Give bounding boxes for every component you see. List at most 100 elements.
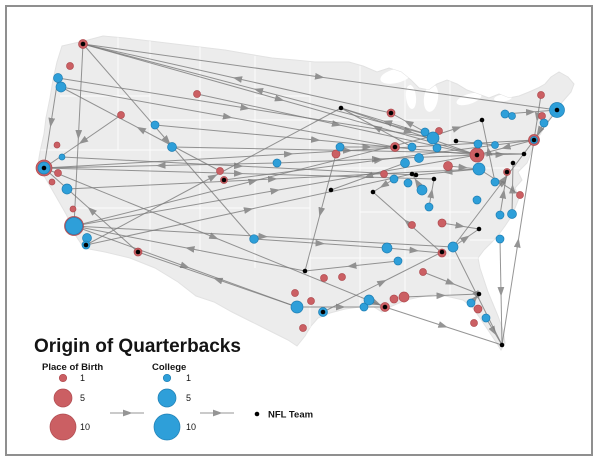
flow-arrow (403, 292, 480, 300)
flow-arrow (384, 306, 503, 346)
college-point (393, 256, 403, 266)
flow-arrow (253, 238, 388, 249)
flow-arrow (171, 146, 525, 155)
college-point (495, 210, 505, 220)
flow-arrow (322, 251, 443, 313)
nfl-team-point (409, 171, 415, 177)
college-point (407, 142, 417, 152)
college-point (539, 118, 549, 128)
college-point (403, 178, 413, 188)
birth-point (331, 149, 341, 159)
legend-size-circle (157, 388, 177, 408)
flow-arrow (276, 154, 478, 164)
flow-arrow (422, 271, 480, 295)
flow-arrow (304, 153, 337, 272)
nfl-team-point (521, 151, 527, 157)
birth-point (389, 294, 399, 304)
birth-point (338, 273, 346, 281)
college-point (53, 73, 63, 83)
flow-arrow (82, 43, 434, 137)
birth-point (54, 169, 62, 177)
birth-point (307, 297, 315, 305)
legend-size-circle (162, 373, 172, 383)
birth-point (537, 91, 545, 99)
college-point (400, 158, 410, 168)
flow-arrow (330, 162, 406, 191)
college-point (65, 217, 83, 235)
flow-arrow (73, 225, 306, 272)
college-point (508, 112, 516, 120)
nfl-team-point (431, 176, 437, 182)
flow-arrow (497, 238, 505, 346)
legend-size-label: 10 (80, 422, 90, 432)
birth-point (48, 178, 56, 186)
college-point (58, 153, 66, 161)
college-point (150, 120, 160, 130)
nfl-team-point (80, 41, 86, 47)
birth-point (470, 319, 478, 327)
flow-arrow (501, 139, 535, 346)
legend-size-label: 1 (80, 373, 85, 383)
nfl-team-point (479, 117, 485, 123)
birth-point (299, 324, 307, 332)
college-point (290, 300, 304, 314)
college-point (432, 143, 442, 153)
nfl-team-point (474, 152, 480, 158)
nfl-team-point (221, 177, 227, 183)
flow-arrow (386, 246, 443, 254)
flow-arrow (73, 154, 478, 227)
birth-point (291, 289, 299, 297)
chart-title: Origin of Quarterbacks (34, 336, 241, 357)
college-point (426, 131, 440, 145)
flow-arrow (82, 43, 478, 156)
birth-point (437, 218, 447, 228)
data-points (35, 39, 565, 348)
nfl-team-point (531, 137, 537, 143)
birth-point (380, 170, 388, 178)
college-point (472, 195, 482, 205)
flow-arrow (372, 191, 443, 254)
college-point (466, 298, 476, 308)
nfl-team-point (439, 249, 445, 255)
college-point (249, 234, 259, 244)
flow-arrow (43, 114, 122, 169)
college-point (424, 202, 434, 212)
flow-arrow (340, 107, 434, 137)
birth-point (435, 127, 443, 135)
college-point (55, 81, 67, 93)
nfl-team-point (388, 110, 394, 116)
birth-point (216, 167, 224, 175)
flow-arrow (427, 178, 435, 208)
legend-size-circle (49, 413, 77, 441)
legend-size-label: 5 (186, 393, 191, 403)
birth-point (66, 62, 74, 70)
flow-arrow (43, 77, 59, 169)
nfl-team-point (453, 138, 459, 144)
nfl-team-point (302, 268, 308, 274)
flow-arrow (452, 109, 558, 248)
birth-point (69, 205, 77, 213)
college-point (363, 294, 375, 306)
legend-college-header: College (152, 362, 186, 373)
legend-size-circle (58, 373, 68, 383)
flow-arrow (476, 151, 525, 159)
nfl-team-point (320, 309, 326, 315)
birth-point (53, 141, 61, 149)
flow-arrow (82, 43, 558, 111)
flow-arrow (60, 86, 396, 148)
nfl-team-point (476, 291, 482, 297)
flow-arrow (43, 167, 386, 308)
college-point (491, 141, 499, 149)
nfl-team-point (83, 242, 89, 248)
legend-size-label: 10 (186, 422, 196, 432)
legend-size-circle (153, 413, 181, 441)
college-point (416, 184, 428, 196)
college-point (167, 142, 177, 152)
college-point (481, 313, 491, 323)
college-point (472, 162, 486, 176)
flow-arrow (66, 168, 480, 190)
flow-arrow (43, 167, 139, 253)
birth-point (320, 274, 328, 282)
